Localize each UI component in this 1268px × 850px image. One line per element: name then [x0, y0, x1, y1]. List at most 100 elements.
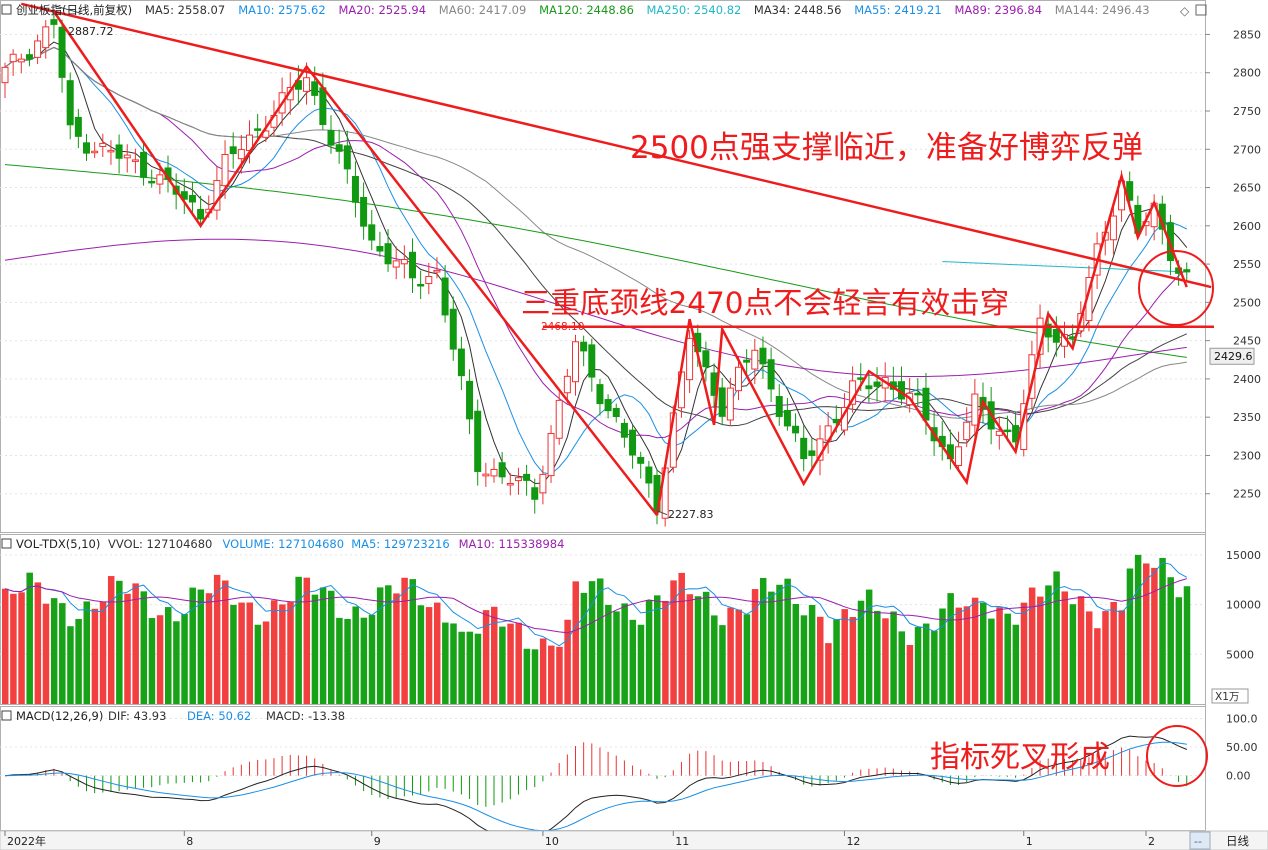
volume-panel-toggle[interactable]: [1, 538, 12, 549]
candle-body: [555, 399, 563, 439]
price-tick-label: 2300: [1233, 449, 1261, 462]
x-tick-label: 8: [186, 835, 193, 848]
candle-body: [311, 81, 319, 96]
macd-panel-title: MACD(12,26,9): [16, 709, 103, 723]
candle-body: [498, 462, 506, 478]
volume-bar: [409, 579, 416, 704]
candle-body: [335, 144, 343, 152]
volume-bar: [963, 606, 971, 704]
volume-ma5-line: [4, 561, 1188, 647]
price-panel-toggle[interactable]: [1, 4, 12, 15]
volume-bar: [393, 593, 400, 704]
volume-bar: [1037, 596, 1044, 704]
volume-bar: [580, 592, 588, 704]
candle-body: [547, 432, 555, 477]
candle-body: [25, 54, 33, 60]
volume-bar: [1118, 610, 1126, 704]
volume-bar: [474, 633, 482, 704]
volume-bar: [1053, 571, 1060, 704]
volume-bar: [596, 578, 604, 704]
candle-body: [303, 77, 311, 92]
candle-body: [1109, 215, 1117, 241]
candle-body: [955, 446, 963, 466]
candle-body: [319, 87, 327, 125]
volume-tick-label: 5000: [1226, 648, 1254, 661]
candle-body: [686, 337, 694, 381]
price-panel-title: 创业板指(日线,前复权): [16, 3, 132, 17]
volume-bar: [711, 615, 718, 704]
volume-bar: [548, 645, 555, 704]
volume-bar: [1134, 554, 1142, 704]
candle-body: [971, 393, 979, 426]
ma-legend: MA5: 2558.07 MA10: 2575.62 MA20: 2525.94 MA…: [145, 3, 1150, 17]
legend-item: MA5: 2558.07: [145, 3, 225, 17]
legend-item: DEA: 50.62: [187, 709, 251, 723]
candle-body: [9, 53, 17, 63]
volume-bar: [254, 624, 262, 704]
volume-bar: [433, 602, 441, 704]
diamond-icon[interactable]: ◇: [1180, 4, 1190, 18]
candle-body: [873, 381, 881, 387]
price-tick-label: 2800: [1233, 67, 1261, 80]
volume-bar: [800, 615, 808, 704]
period-label[interactable]: 日线: [1226, 834, 1249, 848]
candle-body: [17, 58, 25, 63]
volume-bar: [26, 572, 33, 704]
candle-body: [107, 149, 115, 153]
volume-bar: [482, 610, 490, 704]
candle-body: [604, 399, 612, 412]
candle-body: [596, 384, 604, 405]
scroll-corner[interactable]: [1189, 831, 1211, 850]
volume-bar: [336, 617, 343, 704]
volume-bar: [817, 616, 824, 704]
volume-bar: [499, 626, 506, 704]
volume-bar: [898, 631, 905, 704]
price-tick-label: 2550: [1233, 258, 1261, 271]
volume-bar: [67, 626, 74, 704]
volume-bar: [515, 622, 522, 704]
volume-bar: [751, 589, 759, 704]
moving-average-lines: [4, 41, 1188, 485]
volume-bar: [328, 590, 335, 704]
volume-bar: [719, 625, 726, 704]
candle-body: [718, 387, 726, 417]
price-tick-label: 2850: [1233, 28, 1261, 41]
candle-body: [74, 116, 82, 137]
candle-body: [792, 425, 800, 434]
candle-body: [523, 473, 531, 481]
price-tick-label: 2600: [1233, 220, 1261, 233]
macd-legend: DIF: 43.93 DEA: 50.62 MACD: -13.38: [108, 709, 345, 723]
candle-body: [58, 26, 66, 78]
volume-bar: [442, 622, 449, 704]
candle-body: [482, 473, 490, 477]
volume-bar: [311, 594, 319, 704]
candle-body: [34, 40, 42, 58]
candle-body: [1003, 429, 1011, 433]
candle-body: [1183, 269, 1191, 273]
candlestick-series: [1, 12, 1191, 527]
volume-bar: [572, 581, 579, 704]
candle-body: [612, 407, 620, 418]
maximize-icon[interactable]: [1195, 4, 1207, 16]
ma34-line: [4, 46, 1188, 427]
price-tick-label: 2650: [1233, 182, 1261, 195]
candle-body: [783, 410, 791, 427]
volume-bar: [1085, 611, 1093, 704]
volume-bar: [1061, 591, 1068, 704]
macd-panel-toggle[interactable]: [1, 710, 12, 721]
downtrend-line: [21, 2, 1212, 289]
volume-bar: [238, 602, 245, 704]
volume-bar: [784, 578, 791, 704]
volume-bar: [882, 618, 889, 704]
candle-body: [66, 80, 74, 126]
candle-body: [368, 224, 376, 241]
volume-bar: [173, 621, 180, 704]
volume-ma-lines: [4, 561, 1188, 647]
macd-tick-label: 0.00: [1226, 770, 1251, 783]
macd-series: [4, 735, 1188, 837]
candle-body: [188, 194, 196, 203]
candle-body: [531, 487, 539, 500]
volume-bar: [303, 577, 311, 704]
volume-bar: [1020, 602, 1028, 704]
